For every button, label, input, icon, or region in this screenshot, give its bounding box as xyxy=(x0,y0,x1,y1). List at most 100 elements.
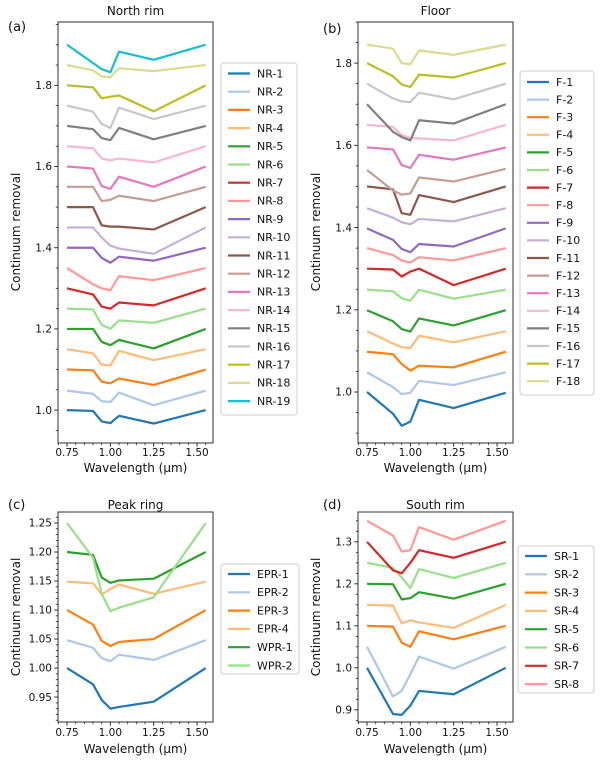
series-line-F-9 xyxy=(366,227,507,254)
x-tick-label: 1.25 xyxy=(142,727,165,739)
legend-label-F-8: F-8 xyxy=(556,199,573,212)
y-axis-ticks: 1.0 1.2 1.4 1.6 1.8 xyxy=(335,58,358,399)
legend-label-F-1: F-1 xyxy=(556,76,573,89)
legend-label-F-13: F-13 xyxy=(556,287,580,300)
panel-a-letter: (a) xyxy=(8,20,27,35)
y-tick-label: 1.20 xyxy=(29,547,52,559)
x-tick-label: 1.00 xyxy=(399,447,422,459)
series-line-SR-6 xyxy=(366,561,507,590)
series-line-F-8 xyxy=(366,247,506,264)
legend-label-F-14: F-14 xyxy=(556,305,580,318)
panel-d: 0.75 1.00 1.25 1.50 0.9 1.0 1.1 1.2 1.3 SR-1 SR-2 S… xyxy=(300,480,600,770)
y-tick-label: 1.15 xyxy=(29,576,52,588)
legend-label-EPR-2: EPR-2 xyxy=(257,586,289,599)
legend: EPR-1 EPR-2 EPR-3 EPR-4 WPR-1 WPR-2 xyxy=(220,563,300,675)
x-tick-label: 1.50 xyxy=(185,447,208,459)
panel-d-ylabel: Continuum removal xyxy=(309,557,323,677)
series-line-SR-8 xyxy=(366,519,507,553)
x-axis-ticks: 0.75 1.00 1.25 1.50 xyxy=(355,443,509,459)
series-line-NR-8 xyxy=(66,266,206,292)
series-line-F-7 xyxy=(366,267,507,287)
series-line-SR-7 xyxy=(366,540,507,575)
panel-d-plot: 0.75 1.00 1.25 1.500.91.01.11.21.3SR-1SR-2S… xyxy=(335,511,595,739)
series-line-NR-19 xyxy=(66,43,207,74)
legend-label-F-16: F-16 xyxy=(556,340,580,353)
y-tick-label: 1.10 xyxy=(29,605,52,617)
legend-label-SR-3: SR-3 xyxy=(554,586,579,599)
series-line-NR-5 xyxy=(67,327,207,350)
series-line-NR-11 xyxy=(67,206,207,231)
series-line-NR-13 xyxy=(66,165,207,190)
legend-label-SR-5: SR-5 xyxy=(554,623,579,636)
y-tick-label: 0.9 xyxy=(335,705,352,717)
legend-label-F-18: F-18 xyxy=(556,375,580,388)
x-tick-label: 1.50 xyxy=(185,727,208,739)
series-line-F-3 xyxy=(366,350,507,372)
x-axis-ticks: 0.75 1.00 1.25 1.50 xyxy=(55,722,209,739)
legend-label-F-12: F-12 xyxy=(556,269,580,282)
series-lines xyxy=(66,522,207,710)
x-tick-label: 1.00 xyxy=(99,727,122,739)
legend-label-SR-2: SR-2 xyxy=(554,568,579,581)
x-tick-label: 1.25 xyxy=(442,727,465,739)
x-tick-label: 1.25 xyxy=(442,447,465,459)
y-axis-ticks: 1.0 1.2 1.4 1.6 1.8 xyxy=(35,80,58,417)
y-tick-label: 1.4 xyxy=(35,242,52,254)
plot-border xyxy=(357,511,514,723)
panel-b: 0.75 1.00 1.25 1.50 1.0 1.2 1.4 1.6 1.8 F-1 F-2 F-3… xyxy=(300,0,600,480)
panel-a-xlabel: Wavelength (μm) xyxy=(83,461,188,475)
legend-label-NR-14: NR-14 xyxy=(257,304,290,317)
legend-label-NR-3: NR-3 xyxy=(257,104,283,117)
series-line-SR-2 xyxy=(366,645,507,698)
legend-label-F-9: F-9 xyxy=(556,217,573,230)
series-line-SR-5 xyxy=(367,582,507,601)
plot-border xyxy=(57,511,214,723)
panel-a-plot: 0.75 1.00 1.25 1.501.01.21.41.61.8NR-1NR-2N… xyxy=(35,21,298,459)
legend-label-NR-10: NR-10 xyxy=(257,231,290,244)
panel-d-letter: (d) xyxy=(323,498,342,513)
y-axis-ticks: 0.95 1.00 1.05 1.10 1.15 1.20 1.25 xyxy=(29,518,58,704)
legend-label-NR-15: NR-15 xyxy=(257,322,290,335)
legend: NR-1 NR-2 NR-3 NR-4 NR-5 NR-6 NR-7 NR-8 NR-9 NR-1… xyxy=(220,62,298,416)
x-tick-label: 0.75 xyxy=(55,447,78,459)
y-tick-label: 1.8 xyxy=(335,58,352,70)
legend-label-F-5: F-5 xyxy=(556,146,573,159)
legend-label-NR-7: NR-7 xyxy=(257,177,283,190)
x-tick-label: 0.75 xyxy=(355,447,378,459)
legend-label-F-2: F-2 xyxy=(556,93,573,106)
x-axis-ticks: 0.75 1.00 1.25 1.50 xyxy=(355,722,509,739)
y-axis-ticks: 0.9 1.0 1.1 1.2 1.3 xyxy=(335,537,358,717)
plot-border xyxy=(357,21,514,444)
y-tick-label: 1.8 xyxy=(35,80,52,92)
x-tick-label: 1.00 xyxy=(99,447,122,459)
x-tick-label: 0.75 xyxy=(55,727,78,739)
panel-a: 0.75 1.00 1.25 1.50 1.0 1.2 1.4 1.6 1.8 NR-1 NR-2 N… xyxy=(0,0,300,480)
legend-label-NR-11: NR-11 xyxy=(257,249,290,262)
y-tick-label: 1.6 xyxy=(335,140,352,152)
panel-a-ylabel: Continuum removal xyxy=(9,172,23,292)
series-lines xyxy=(366,519,507,716)
y-tick-label: 1.2 xyxy=(35,324,52,336)
legend-label-NR-12: NR-12 xyxy=(257,268,290,281)
legend-box xyxy=(517,545,595,694)
y-tick-label: 1.6 xyxy=(35,161,52,173)
legend-label-NR-9: NR-9 xyxy=(257,213,283,226)
series-line-SR-1 xyxy=(366,666,507,716)
legend-label-SR-7: SR-7 xyxy=(554,660,579,673)
series-lines xyxy=(366,43,507,427)
panel-d-xlabel: Wavelength (μm) xyxy=(383,742,488,756)
series-line-NR-10 xyxy=(67,226,207,255)
panel-a-title: North rim xyxy=(106,4,165,18)
y-tick-label: 1.0 xyxy=(335,663,352,675)
series-line-F-15 xyxy=(366,103,507,142)
legend-label-NR-16: NR-16 xyxy=(257,340,290,353)
y-tick-label: 1.2 xyxy=(335,579,352,591)
series-line-EPR-1 xyxy=(66,667,207,710)
legend-label-SR-6: SR-6 xyxy=(554,641,579,654)
series-line-NR-17 xyxy=(66,84,207,113)
series-line-NR-1 xyxy=(66,409,206,425)
plot-border xyxy=(57,21,214,444)
series-line-F-2 xyxy=(366,371,506,396)
series-line-EPR-2 xyxy=(66,639,207,663)
series-line-F-13 xyxy=(366,146,506,170)
